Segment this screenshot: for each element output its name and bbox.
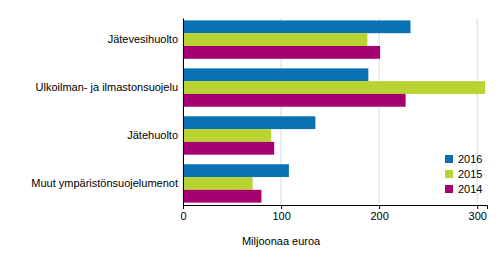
bar — [183, 33, 367, 46]
tick-label: 0 — [180, 210, 186, 222]
legend-item: 2015 — [445, 168, 482, 180]
bars — [183, 20, 485, 202]
tick: Muut ympäristönsuojelumenot — [31, 177, 183, 189]
bar — [183, 20, 411, 33]
bar — [183, 46, 380, 59]
bar — [183, 81, 485, 94]
chart: 0 100 200 300 Jätevesihuolto Ulkoilman- ja il… — [0, 0, 500, 265]
bar — [183, 68, 368, 81]
grid-line — [183, 18, 184, 205]
bar — [183, 129, 271, 142]
category-label: Ulkoilman- ja ilmastonsuojelu — [36, 81, 178, 93]
tick: Jätevesihuolto — [108, 33, 183, 45]
tick: 300 — [469, 205, 487, 222]
tick: Jätehuolto — [127, 129, 183, 141]
tick: Ulkoilman- ja ilmastonsuojelu — [36, 81, 183, 93]
legend-item: 2014 — [445, 183, 482, 195]
tick-mark — [379, 205, 380, 209]
axis-title: Miljoonaa euroa — [242, 235, 321, 247]
series — [183, 20, 411, 177]
legend: 2016 2015 2014 — [445, 153, 482, 195]
bar — [183, 142, 274, 155]
x-axis-line — [184, 206, 488, 210]
y-axis-line — [183, 19, 184, 206]
tick-mark — [183, 205, 184, 209]
series — [183, 33, 485, 190]
legend-label: 2016 — [458, 153, 482, 165]
tick-mark — [281, 205, 282, 209]
series — [183, 46, 406, 203]
category-label: Jätevesihuolto — [108, 33, 178, 45]
tick-mark — [477, 205, 478, 209]
legend-swatch — [445, 155, 453, 163]
bar — [183, 177, 253, 190]
tick: 0 — [180, 205, 186, 222]
plot: 0 100 200 300 Jätevesihuolto Ulkoilman- ja il… — [31, 18, 487, 222]
y-axis: Jätevesihuolto Ulkoilman- ja ilmastonsuoj… — [31, 19, 183, 206]
tick-label: 100 — [272, 210, 290, 222]
tick-label: 300 — [469, 210, 487, 222]
category-label: Jätehuolto — [127, 129, 178, 141]
legend-swatch — [445, 170, 453, 178]
bar — [183, 94, 406, 107]
legend-label: 2015 — [458, 168, 482, 180]
legend-item: 2016 — [445, 153, 482, 165]
grid — [183, 18, 477, 205]
tick: 200 — [370, 205, 388, 222]
category-label: Muut ympäristönsuojelumenot — [31, 177, 178, 189]
x-axis: 0 100 200 300 — [180, 205, 487, 222]
tick-label: 200 — [370, 210, 388, 222]
tick: 100 — [272, 205, 290, 222]
legend-label: 2014 — [458, 183, 482, 195]
bar — [183, 116, 315, 129]
bar — [183, 164, 289, 177]
bar — [183, 190, 261, 203]
legend-swatch — [445, 185, 453, 193]
